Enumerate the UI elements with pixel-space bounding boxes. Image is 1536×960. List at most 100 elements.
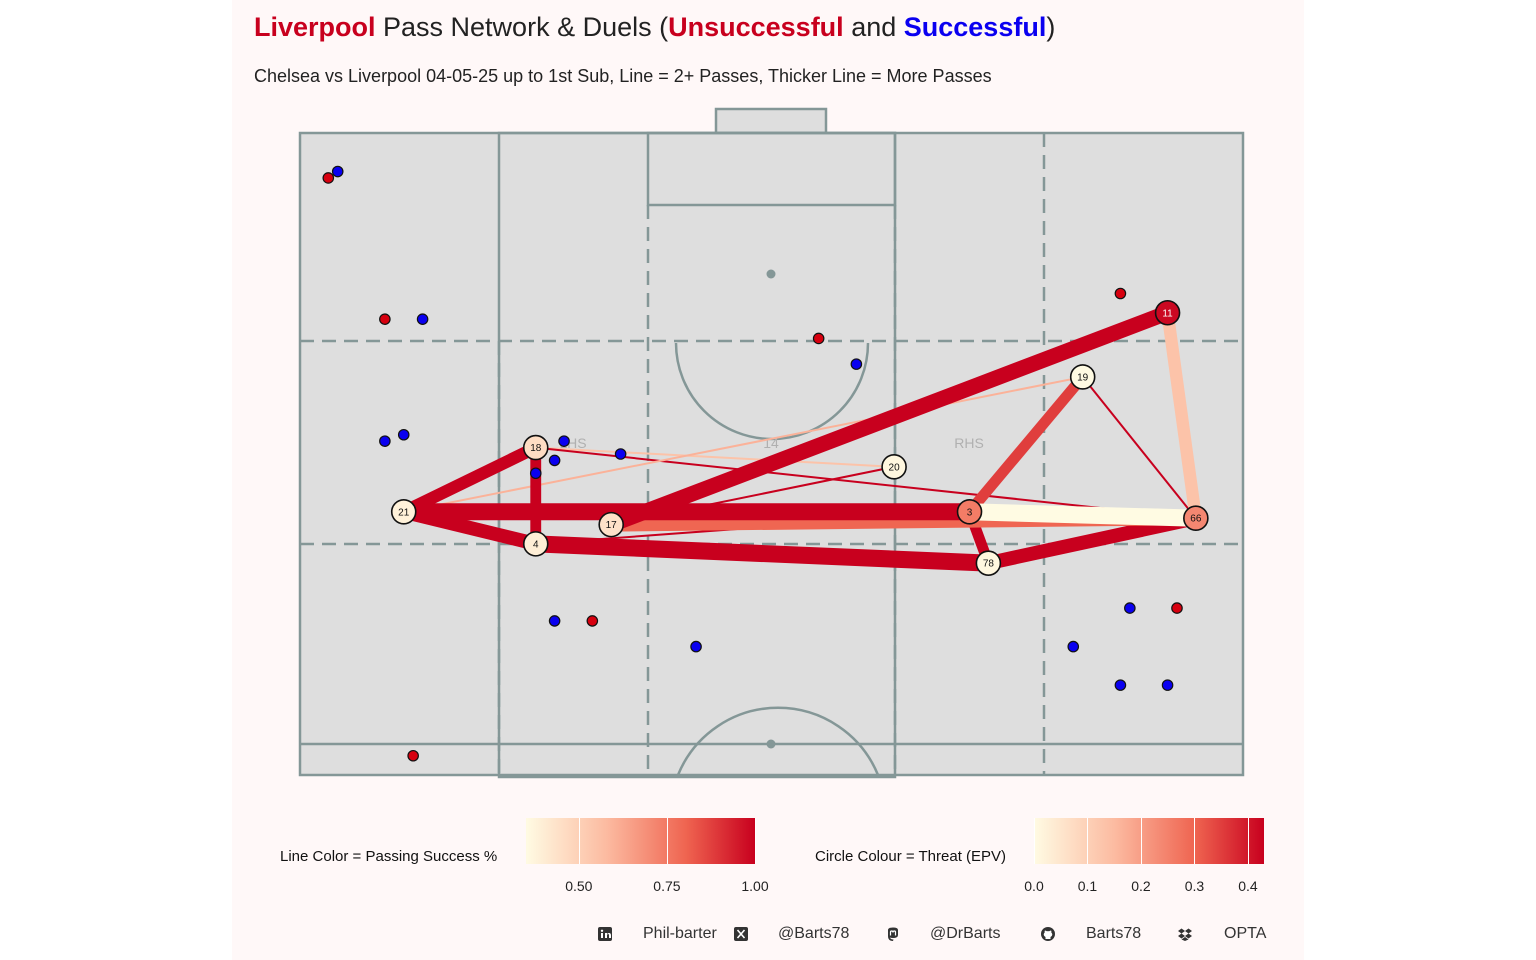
- player-node-circle: [390, 498, 417, 525]
- duel-point-unsuccessful: [586, 615, 599, 627]
- penalty-spot: [766, 269, 776, 279]
- player-node-78: 78: [975, 550, 1002, 576]
- pitch: [298, 107, 1245, 779]
- player-node-label: 17: [606, 520, 618, 531]
- duel-point-successful: [1067, 640, 1080, 653]
- legend-tick-mark: [578, 818, 580, 864]
- legend-tick-label: 0.3: [1184, 878, 1205, 894]
- player-node-66: 66: [1183, 505, 1209, 532]
- player-node-circle: [975, 550, 1002, 576]
- title-unsuccessful: Unsuccessful: [668, 12, 844, 42]
- duel-point-successful: [558, 435, 570, 447]
- duel-point-successful: [397, 428, 410, 441]
- pass-edge-4-78: [535, 535, 989, 572]
- player-node-17: 17: [598, 511, 624, 538]
- player-node-circle: [522, 531, 549, 557]
- player-node-21: 21: [390, 498, 417, 525]
- zone-label-rhs: RHS: [954, 435, 984, 451]
- player-node-circle: [1154, 299, 1181, 326]
- duel-point-unsuccessful: [1171, 602, 1183, 614]
- pass-edge-17-11: [608, 305, 1171, 532]
- six-yard-box: [646, 131, 897, 207]
- pass-edge-66-11: [1161, 311, 1202, 520]
- duel-point-unsuccessful: [1114, 287, 1127, 300]
- player-nodes: 11 19 18 20 3 66 21 17 4 78: [390, 299, 1209, 576]
- legend-tick-mark: [1140, 818, 1142, 864]
- duel-point-successful: [1114, 679, 1127, 691]
- pass-edge-18-20: [535, 446, 895, 468]
- title-team: Liverpool: [254, 12, 376, 42]
- footer-credit-github: Barts78: [1086, 925, 1142, 942]
- duel-point-unsuccessful: [812, 332, 825, 345]
- player-node-label: 21: [398, 507, 410, 518]
- legend-tick-mark: [666, 818, 668, 864]
- player-node-3: 3: [956, 498, 983, 525]
- title-and: and: [843, 12, 904, 42]
- duel-point-successful: [529, 467, 542, 480]
- legend-tick-label: 0.50: [565, 878, 593, 894]
- pass-edge-3-66: [969, 503, 1197, 527]
- player-node-20: 20: [881, 454, 907, 480]
- x-twitter-icon: [734, 927, 748, 941]
- legend-line-title: Line Color = Passing Success %: [280, 848, 498, 865]
- player-node-circle: [1183, 505, 1209, 532]
- centre-circle: [676, 706, 880, 776]
- legend-tick-label: 0.1: [1077, 878, 1098, 894]
- legend-tick-label: 0.4: [1238, 878, 1258, 894]
- player-node-18: 18: [522, 434, 549, 461]
- duel-point-unsuccessful: [407, 749, 419, 762]
- duel-point-successful: [331, 165, 344, 178]
- github-icon: [1041, 927, 1055, 941]
- legend-tick-mark: [755, 818, 756, 864]
- player-node-label: 66: [1190, 514, 1202, 525]
- player-node-circle: [522, 434, 549, 461]
- duel-point-successful: [1124, 602, 1136, 614]
- pass-edge-21-18: [401, 442, 539, 518]
- footer-credit-mastodon: @DrBarts: [930, 925, 1001, 942]
- player-node-19: 19: [1069, 364, 1096, 390]
- chart-subtitle: Chelsea vs Liverpool 04-05-25 up to 1st …: [254, 66, 992, 86]
- player-node-label: 3: [967, 507, 973, 518]
- chart-title: Liverpool Pass Network & Duels (Unsucces…: [254, 12, 1055, 43]
- legend-circle-colorbar: [1034, 818, 1264, 864]
- linkedin-icon: [598, 927, 612, 941]
- player-node-label: 78: [983, 559, 995, 570]
- legend-tick-mark: [1087, 818, 1089, 864]
- title-close: ): [1046, 12, 1056, 42]
- player-node-circle: [956, 498, 983, 525]
- duel-point-successful: [548, 615, 561, 627]
- duel-point-successful: [548, 454, 561, 467]
- pass-edge-21-19: [403, 375, 1083, 513]
- mastodon-icon: [888, 927, 898, 941]
- player-node-circle: [598, 511, 624, 538]
- legend-circle-title: Circle Colour = Threat (EPV): [815, 848, 1007, 865]
- duel-point-unsuccessful: [379, 313, 391, 325]
- footer-credit-dropbox: OPTA: [1224, 925, 1267, 942]
- dropbox-icon: [1178, 928, 1192, 941]
- pass-edge-18-66: [535, 446, 1196, 520]
- duel-point-successful: [614, 448, 627, 460]
- centre-spot: [766, 739, 776, 749]
- pass-edge-3-19: [965, 373, 1087, 516]
- legend-tick-label: 0.2: [1131, 878, 1151, 894]
- title-middle: Pass Network & Duels (: [375, 12, 669, 42]
- duel-point-successful: [416, 313, 429, 325]
- pitch-outline: [298, 131, 1245, 777]
- player-node-label: 18: [530, 443, 542, 454]
- player-node-circle: [1069, 364, 1096, 390]
- legend-tick-label: 0.0: [1024, 878, 1044, 894]
- pass-edge-19-66: [1081, 376, 1197, 519]
- goal-box: [714, 107, 828, 135]
- footer-credit-linkedin: Phil-barter: [643, 925, 717, 942]
- player-node-label: 11: [1162, 308, 1173, 319]
- duel-point-successful: [1161, 679, 1174, 691]
- player-node-4: 4: [522, 531, 549, 557]
- player-node-label: 4: [533, 539, 539, 550]
- duel-point-successful: [379, 435, 391, 447]
- player-node-label: 20: [889, 462, 901, 473]
- player-node-11: 11: [1154, 299, 1181, 326]
- duel-point-successful: [850, 358, 863, 370]
- legend-line-colorbar: [526, 818, 756, 864]
- title-successful: Successful: [903, 12, 1047, 42]
